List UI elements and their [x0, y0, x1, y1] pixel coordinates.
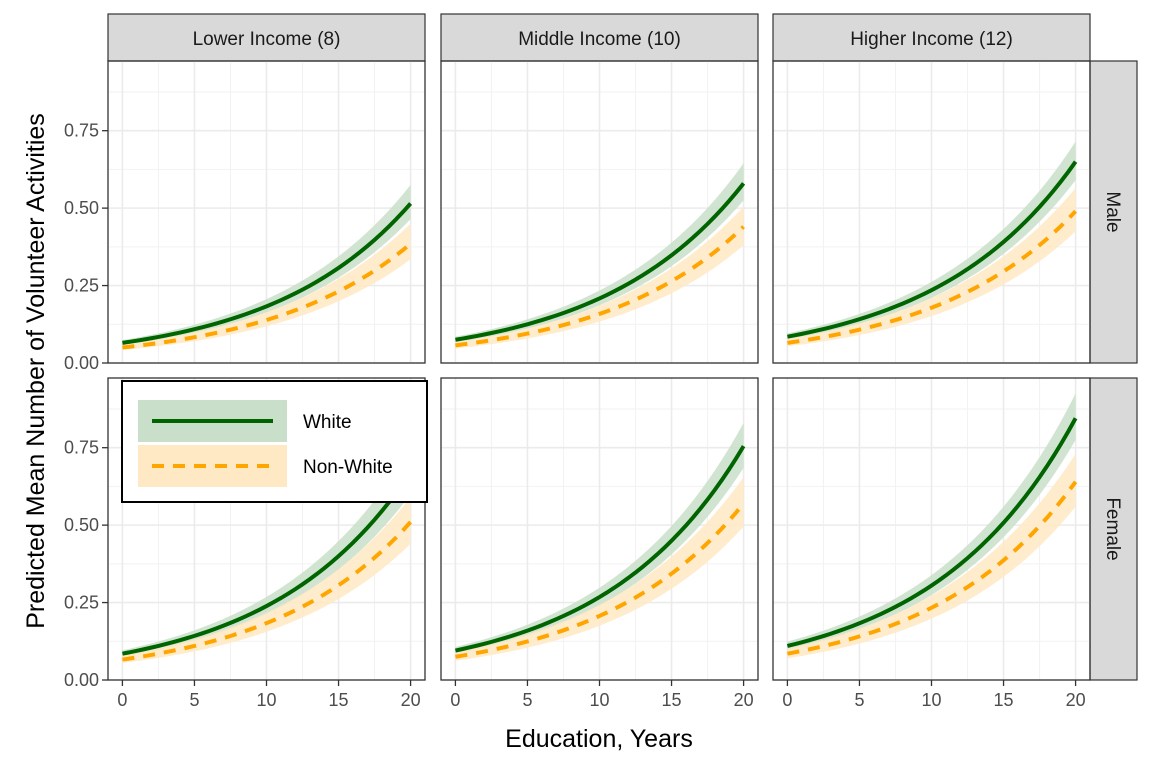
series-line-non-white: [455, 502, 746, 659]
y-tick-label: 0.00: [64, 353, 99, 373]
x-tick-label: 20: [401, 690, 421, 710]
x-tick-label: 10: [256, 690, 276, 710]
series-line-white: [787, 160, 1078, 339]
panel-border: [440, 60, 759, 364]
confidence-band-non-white: [455, 206, 744, 349]
row-strip: [1089, 377, 1138, 681]
series-line-non-white: [787, 209, 1078, 345]
confidence-band-white: [122, 184, 411, 346]
y-tick-label: 0.25: [64, 276, 99, 296]
series-line-white: [454, 445, 746, 653]
confidence-band-white: [787, 141, 1076, 340]
legend-label: White: [303, 412, 352, 433]
x-tick-label: 0: [782, 690, 792, 710]
x-tick-label: 10: [589, 690, 609, 710]
confidence-band-non-white: [787, 453, 1076, 659]
series-line-non-white: [455, 225, 745, 348]
row-strip: [1089, 60, 1138, 364]
y-axis-title: Predicted Mean Number of Volunteer Activ…: [22, 113, 50, 629]
x-tick-label: 20: [734, 690, 754, 710]
x-axis-title: Education, Years: [505, 725, 693, 753]
panel-border: [107, 60, 426, 364]
x-tick-label: 15: [329, 690, 349, 710]
panel-female-2: 0 5 10 15 20: [772, 377, 1091, 710]
column-strip: [772, 13, 1091, 62]
series-line-non-white: [122, 520, 413, 662]
series-line-white: [122, 202, 413, 345]
x-tick-label: 5: [189, 690, 199, 710]
x-tick-label: 5: [522, 690, 532, 710]
confidence-band-non-white: [787, 187, 1076, 347]
x-tick-label: 0: [117, 690, 127, 710]
confidence-band-white: [455, 422, 744, 654]
panel-female-1: 0 5 10 15 20: [440, 377, 759, 710]
legend: White Non-White: [121, 380, 428, 503]
series-line-white: [786, 417, 1078, 648]
column-strip: [107, 13, 426, 62]
confidence-band-white: [455, 163, 744, 343]
confidence-band-non-white: [122, 223, 411, 350]
panel-border: [772, 60, 1091, 364]
column-strip-label: Higher Income (12): [850, 29, 1013, 50]
row-strip-label: Female: [1102, 497, 1123, 560]
panel-female-0: 0 5 10 15 20 0.00 0.25 0.50 0.75: [64, 377, 426, 710]
column-strip: [440, 13, 759, 62]
x-tick-label: 10: [921, 690, 941, 710]
y-tick-label: 0.50: [64, 198, 99, 218]
row-strip-label: Male: [1102, 191, 1123, 232]
x-tick-label: 5: [854, 690, 864, 710]
y-tick-label: 0.75: [64, 121, 99, 141]
x-tick-label: 15: [662, 690, 682, 710]
legend-label: Non-White: [303, 457, 393, 478]
y-tick-label: 0.50: [64, 515, 99, 535]
panel-male-1: [440, 60, 759, 364]
y-tick-label: 0.75: [64, 438, 99, 458]
x-tick-label: 15: [994, 690, 1014, 710]
series-line-non-white: [787, 480, 1078, 656]
y-tick-label: 0.00: [64, 670, 99, 690]
x-tick-label: 20: [1066, 690, 1086, 710]
confidence-band-non-white: [122, 497, 411, 663]
series-line-white: [455, 182, 746, 342]
confidence-band-non-white: [455, 477, 744, 661]
column-strip-label: Lower Income (8): [193, 29, 341, 50]
series-line-white: [122, 471, 413, 656]
column-strip-label: Middle Income (10): [518, 29, 681, 50]
x-tick-label: 0: [450, 690, 460, 710]
panel-male-0: 0.00 0.25 0.50 0.75: [64, 60, 426, 373]
y-tick-label: 0.25: [64, 593, 99, 613]
panel-male-2: [772, 60, 1091, 364]
confidence-band-white: [122, 447, 411, 657]
series-line-non-white: [122, 242, 412, 350]
